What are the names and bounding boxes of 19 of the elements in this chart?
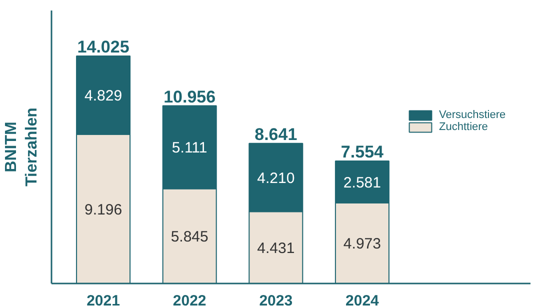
legend-label: Versuchstiere [439,109,506,121]
x-tick-label: 2024 [346,292,380,308]
data-label: 4.431 [257,240,295,258]
data-label: 2.581 [343,174,381,192]
legend-label: Zuchttiere [439,121,488,133]
data-label: 9.196 [84,201,122,218]
data-label: 5.845 [170,228,208,246]
total-label: 14.025 [77,38,130,57]
x-tick-label: 2022 [172,292,206,308]
x-tick-label: 2023 [259,292,293,308]
data-label: 4.210 [257,170,295,187]
total-label: 7.554 [340,142,384,162]
data-label: 5.111 [172,140,208,157]
total-label: 8.641 [254,124,298,144]
y-axis-title: BNITM Tierzahlen [3,108,40,186]
total-label: 10.956 [164,87,216,106]
data-label: 4.973 [343,236,381,253]
data-label: 4.829 [84,88,122,105]
x-tick-label: 2021 [86,292,120,308]
